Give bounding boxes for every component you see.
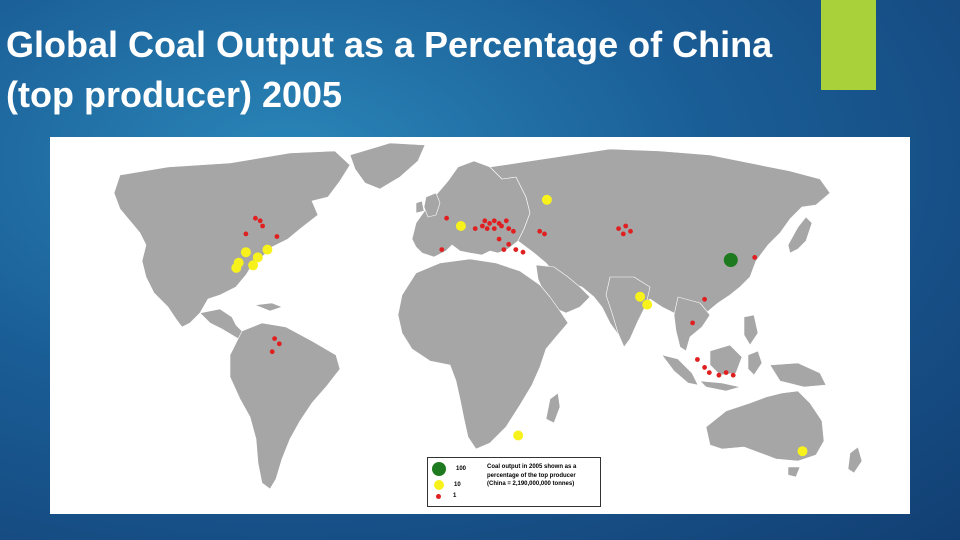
marker-1-canada [243,231,249,237]
marker-1-europe [491,218,497,224]
marker-1-thailand [690,320,695,326]
land-madagascar [545,392,561,424]
marker-10-india [642,299,653,310]
marker-1-indonesia [723,370,729,375]
marker-1-europe [506,226,512,231]
marker-10-germany [455,221,466,231]
marker-1-uk [444,215,449,221]
legend-value-100: 100 [456,466,467,472]
land-philippines [743,314,759,346]
land-north-america [113,150,351,328]
marker-1-europe [506,241,512,247]
marker-1-europe [484,226,490,231]
marker-1-kazakhstan [620,231,626,237]
land-sulawesi [747,350,763,376]
marker-1-indonesia [730,372,736,378]
marker-1-canada [274,234,280,239]
landmasses [113,142,863,490]
marker-10-usa [240,247,251,258]
marker-10-australia [797,446,808,457]
legend-entry-100: 100 [432,462,466,476]
marker-1-europe [482,218,488,224]
marker-1-indonesia [706,370,712,375]
land-uk [423,192,441,218]
legend-value-1: 1 [453,493,457,499]
map-legend: 100 10 1 Coal output in 2005 shown as a … [427,457,601,507]
marker-1-europe [472,226,478,231]
legend-entry-10: 10 [432,480,461,490]
land-new-zealand [847,446,863,474]
marker-1-europe [491,226,497,231]
land-japan [787,216,813,254]
legend-description: Coal output in 2005 shown as a percentag… [484,458,598,506]
legend-symbols: 100 10 1 [428,458,484,506]
marker-1-europe [511,228,516,234]
legend-text-line-3: (China = 2,190,000,000 tonnes) [487,481,575,487]
marker-100-china [723,253,738,267]
marker-10-usa [252,252,263,263]
land-caribbean [254,302,283,312]
marker-1-europe [496,236,502,242]
land-india [605,276,651,348]
coal-markers [231,194,808,457]
land-new-guinea [769,362,827,388]
marker-1-europe [503,218,509,224]
marker-1-canada [253,215,258,221]
land-africa [397,258,569,450]
marker-1-colombia [276,341,282,347]
land-ireland [415,200,425,214]
marker-10-india [635,291,646,302]
land-greenland [349,142,426,190]
marker-1-europe [513,247,519,252]
legend-dot-100 [432,462,446,476]
marker-1-indonesia [702,365,707,370]
land-java [699,380,741,392]
marker-1-kazakhstan [623,223,629,229]
marker-10-usa [262,244,273,255]
legend-entry-1: 1 [432,493,456,499]
marker-1-kazakhstan [628,228,633,234]
marker-1-europe [520,249,526,255]
slide-title: Global Coal Output as a Percentage of Ch… [6,20,946,121]
marker-10-south-africa [513,430,524,441]
marker-10-usa [231,262,242,273]
marker-1-spain [439,247,445,252]
marker-1-vietnam [702,296,707,302]
marker-1-europe [480,223,485,229]
marker-1-indonesia [695,357,700,362]
marker-1-europe [542,231,547,237]
marker-1-korea [752,255,758,260]
marker-1-europe [501,247,507,252]
land-sumatra [661,354,699,386]
marker-1-europe [537,228,543,234]
marker-1-colombia [272,336,277,341]
legend-text-line-1: Coal output in 2005 shown as a [487,464,577,470]
marker-1-indonesia [716,372,722,378]
legend-value-10: 10 [454,482,461,488]
legend-text-line-2: percentage of the top producer [487,472,576,479]
accent-bar [821,0,876,90]
title-line-2: (top producer) 2005 [6,74,343,116]
world-map: 100 10 1 Coal output in 2005 shown as a … [50,137,910,514]
marker-10-russia [541,194,552,205]
land-australia [705,390,825,462]
marker-1-colombia [269,349,275,355]
marker-10-usa [248,260,259,271]
marker-1-europe [499,223,504,229]
legend-dot-1 [436,493,441,499]
land-tasmania [787,466,801,478]
land-borneo [709,344,743,376]
title-line-1: Global Coal Output as a Percentage of Ch… [6,24,773,65]
marker-1-kazakhstan [616,226,621,231]
marker-1-canada [260,223,265,229]
marker-1-europe [487,221,492,226]
map-canvas [113,142,863,490]
land-south-america [229,322,341,490]
legend-dot-10 [434,480,444,490]
marker-1-canada [257,218,263,224]
